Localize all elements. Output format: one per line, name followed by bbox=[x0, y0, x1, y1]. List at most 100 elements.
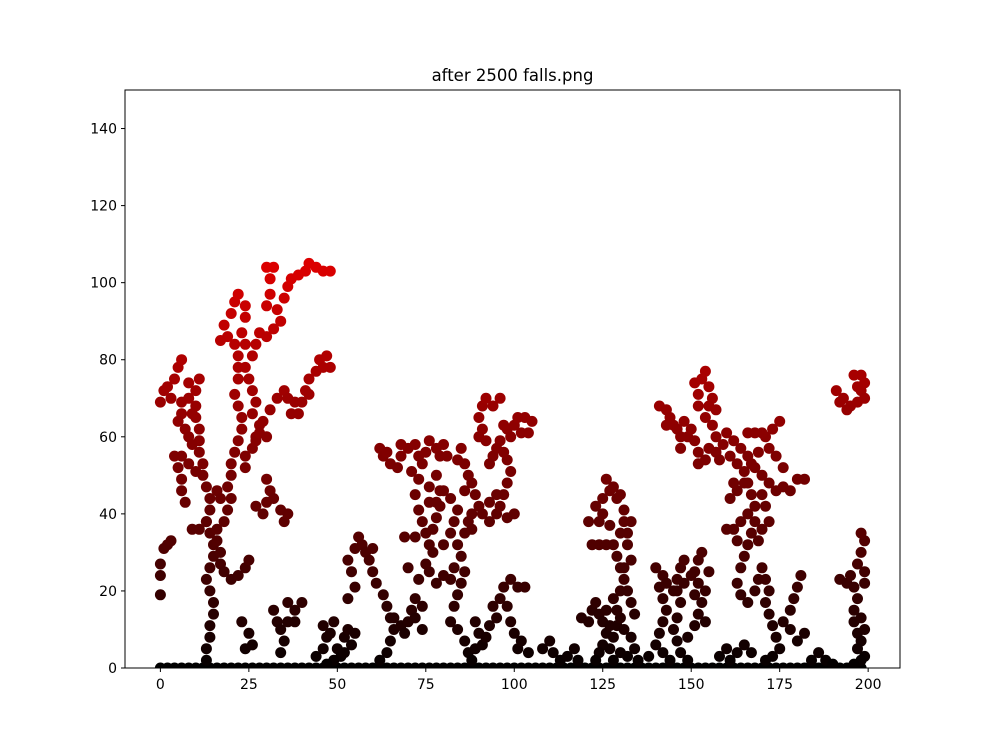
data-point bbox=[622, 585, 633, 597]
data-point bbox=[452, 504, 464, 516]
data-point bbox=[749, 585, 761, 597]
data-point bbox=[193, 523, 205, 535]
data-point bbox=[590, 654, 602, 666]
data-point bbox=[724, 654, 736, 666]
data-point bbox=[232, 400, 244, 412]
data-point bbox=[622, 539, 633, 551]
data-point bbox=[692, 608, 704, 620]
data-point bbox=[799, 627, 810, 639]
data-point bbox=[441, 450, 453, 462]
data-point bbox=[275, 647, 287, 659]
data-point bbox=[522, 647, 534, 659]
data-point bbox=[491, 489, 503, 501]
data-point bbox=[183, 458, 195, 470]
data-point bbox=[696, 546, 708, 558]
data-point bbox=[699, 454, 711, 466]
data-point bbox=[752, 535, 764, 547]
data-point bbox=[501, 512, 513, 524]
data-point bbox=[268, 604, 280, 616]
data-point bbox=[859, 624, 871, 635]
data-point bbox=[257, 415, 269, 427]
data-point bbox=[660, 577, 672, 589]
data-point bbox=[784, 604, 796, 616]
x-axis: 0 25 50 75 100 125 150 175 200 bbox=[156, 668, 882, 693]
data-point bbox=[604, 519, 616, 531]
data-point bbox=[770, 631, 782, 643]
data-point bbox=[852, 381, 863, 393]
data-point bbox=[678, 415, 690, 427]
data-point bbox=[625, 516, 637, 528]
data-point bbox=[699, 412, 711, 423]
data-point bbox=[423, 435, 435, 447]
data-point bbox=[678, 577, 690, 589]
data-point bbox=[222, 504, 234, 516]
data-point bbox=[154, 589, 166, 601]
data-point bbox=[703, 381, 715, 393]
data-point bbox=[342, 554, 354, 566]
data-point bbox=[600, 604, 612, 616]
data-point bbox=[731, 577, 743, 589]
data-point bbox=[469, 616, 481, 628]
data-point bbox=[494, 392, 506, 404]
x-tick-label: 150 bbox=[678, 677, 705, 693]
data-point bbox=[455, 550, 467, 562]
data-point bbox=[303, 373, 315, 385]
data-point bbox=[760, 573, 771, 585]
data-point bbox=[760, 654, 771, 666]
data-point bbox=[165, 392, 177, 404]
data-point bbox=[788, 593, 800, 605]
data-point bbox=[675, 442, 687, 454]
data-point bbox=[346, 566, 357, 578]
data-point bbox=[363, 554, 375, 566]
data-point bbox=[257, 508, 269, 520]
data-point bbox=[183, 377, 195, 389]
data-point bbox=[430, 512, 442, 524]
data-point bbox=[395, 439, 407, 450]
data-point bbox=[767, 423, 779, 435]
chart-title: after 2500 falls.png bbox=[432, 66, 594, 85]
data-point bbox=[430, 577, 442, 589]
data-point bbox=[650, 639, 662, 651]
data-point bbox=[611, 604, 623, 616]
data-point bbox=[721, 523, 733, 535]
data-point bbox=[699, 616, 711, 628]
data-point bbox=[399, 531, 411, 543]
data-point bbox=[438, 439, 449, 450]
data-point bbox=[448, 562, 460, 574]
x-tick-label: 25 bbox=[240, 677, 258, 693]
data-point bbox=[848, 604, 860, 616]
data-point bbox=[618, 573, 630, 585]
data-point bbox=[845, 570, 856, 581]
data-point bbox=[381, 600, 393, 612]
data-point bbox=[859, 392, 871, 404]
data-point bbox=[172, 462, 184, 474]
data-point bbox=[749, 516, 761, 528]
data-point bbox=[625, 554, 637, 566]
data-point bbox=[763, 608, 775, 620]
y-tick-label: 140 bbox=[90, 122, 117, 138]
data-point bbox=[742, 539, 754, 551]
data-point bbox=[763, 442, 775, 454]
data-point bbox=[218, 319, 230, 331]
data-point bbox=[692, 388, 704, 400]
data-point bbox=[367, 543, 379, 554]
data-point bbox=[452, 539, 464, 551]
data-point bbox=[190, 385, 202, 397]
data-point bbox=[590, 500, 602, 512]
data-point bbox=[271, 304, 283, 316]
data-point bbox=[852, 593, 863, 605]
data-point bbox=[498, 419, 510, 431]
data-point bbox=[423, 481, 435, 493]
data-point bbox=[664, 654, 676, 666]
data-point bbox=[455, 577, 467, 589]
data-point bbox=[204, 562, 216, 574]
data-point bbox=[204, 620, 216, 632]
data-point bbox=[246, 408, 258, 420]
data-point bbox=[243, 373, 255, 385]
data-point bbox=[268, 323, 280, 335]
data-point bbox=[742, 597, 754, 608]
data-point bbox=[791, 581, 803, 593]
data-point bbox=[438, 570, 449, 581]
data-point bbox=[176, 450, 188, 462]
